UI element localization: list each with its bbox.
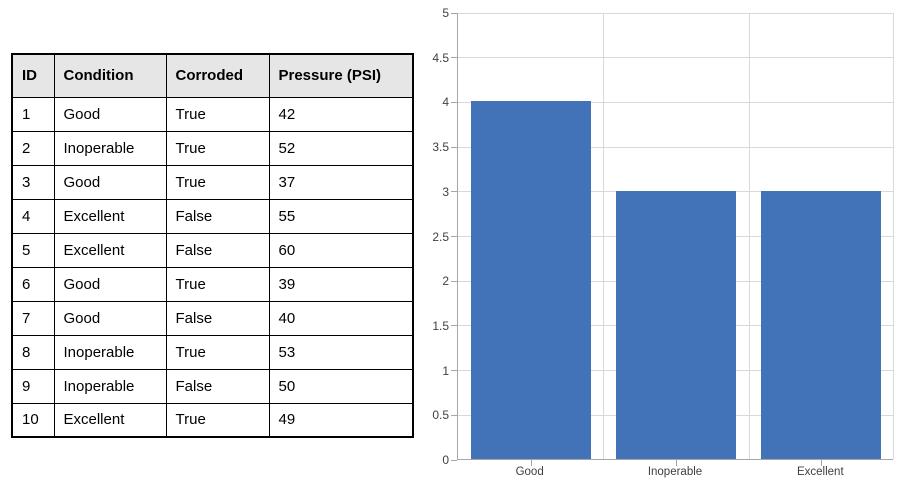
table-cell: True: [165, 402, 270, 438]
y-axis-tick: [451, 57, 457, 59]
condition-bar-chart: 0 0.5 1 1.5 2 2.5 3 3.5 4 4.5 5 Good Inoperable Excel…: [420, 0, 904, 487]
y-axis-tick-label: 2.5: [432, 229, 449, 244]
y-axis-tick-label: 0: [442, 453, 449, 467]
x-axis-category-label: Excellent: [796, 466, 844, 478]
table-cell: 3: [11, 164, 55, 200]
x-axis-category-label: Good: [515, 466, 544, 478]
y-axis-tick: [451, 414, 457, 416]
table-row: 6 Good True 39: [11, 266, 414, 302]
y-axis-tick: [451, 325, 457, 327]
table-cell: True: [165, 334, 270, 370]
y-axis-tick-label: 1: [442, 363, 449, 378]
chart-bar: [761, 190, 882, 459]
table-cell: Good: [53, 300, 167, 336]
table-cell: True: [165, 130, 270, 166]
table-body: 1 Good True 42 2 Inoperable True 52 3 Good True 37 4…: [11, 96, 414, 438]
table-cell: 10: [11, 402, 55, 438]
table-row: 8 Inoperable True 53: [11, 334, 414, 370]
table-cell: Excellent: [53, 232, 167, 268]
table-cell: 1: [11, 96, 55, 132]
column-header-pressure: Pressure (PSI): [268, 53, 414, 98]
table-cell: 53: [268, 334, 414, 370]
table-cell: 50: [268, 368, 414, 404]
table-cell: 9: [11, 368, 55, 404]
table-cell: True: [165, 164, 270, 200]
y-axis-tick: [451, 191, 457, 193]
table-cell: 2: [11, 130, 55, 166]
table-row: 5 Excellent False 60: [11, 232, 414, 268]
x-axis-tick: [821, 460, 823, 466]
table-cell: False: [165, 232, 270, 268]
x-axis-category-label: Inoperable: [647, 466, 703, 478]
table-row: 1 Good True 42: [11, 96, 414, 132]
y-axis-tick-label: 3.5: [432, 140, 449, 155]
column-header-id: ID: [11, 53, 55, 98]
table-cell: 37: [268, 164, 414, 200]
table-cell: 60: [268, 232, 414, 268]
table-cell: Inoperable: [53, 368, 167, 404]
y-axis-tick: [451, 101, 457, 103]
horizontal-gridline: [458, 146, 893, 148]
table-row: 4 Excellent False 55: [11, 198, 414, 234]
column-header-condition: Condition: [53, 53, 167, 98]
table-cell: 8: [11, 334, 55, 370]
table-cell: False: [165, 368, 270, 404]
y-axis-tick: [451, 280, 457, 282]
y-axis-tick: [451, 12, 457, 14]
table-header-row: ID Condition Corroded Pressure (PSI): [11, 53, 414, 98]
table-cell: 42: [268, 96, 414, 132]
table-cell: 49: [268, 402, 414, 438]
y-axis-tick-label: 2: [442, 274, 449, 289]
table-cell: 55: [268, 198, 414, 234]
column-header-corroded: Corroded: [165, 53, 270, 98]
horizontal-gridline: [458, 101, 893, 103]
y-axis-tick: [451, 370, 457, 372]
chart-plot-area: [451, 12, 894, 466]
chart-bar: [616, 190, 736, 459]
table-cell: Excellent: [53, 198, 167, 234]
table-cell: Excellent: [53, 402, 167, 438]
table-cell: 40: [268, 300, 414, 336]
y-axis-tick-label: 4.5: [432, 50, 449, 65]
y-axis-tick-label: 0.5: [432, 408, 449, 423]
y-axis-tick-label: 5: [442, 6, 449, 20]
table-row: 7 Good False 40: [11, 300, 414, 336]
table-cell: Inoperable: [53, 334, 167, 370]
vertical-gridline: [603, 13, 605, 459]
y-axis-tick-label: 1.5: [432, 318, 449, 333]
table-row: 9 Inoperable False 50: [11, 368, 414, 404]
inspection-data-table: ID Condition Corroded Pressure (PSI) 1 Go…: [11, 53, 414, 438]
table-cell: 52: [268, 130, 414, 166]
table-cell: 6: [11, 266, 55, 302]
y-axis-tick: [451, 459, 457, 461]
table-cell: Inoperable: [53, 130, 167, 166]
table-cell: True: [165, 266, 270, 302]
y-axis-tick-label: 4: [442, 95, 449, 110]
table-cell: 39: [268, 266, 414, 302]
table-cell: 7: [11, 300, 55, 336]
y-axis-tick-label: 3: [442, 184, 449, 199]
horizontal-gridline: [458, 12, 893, 14]
table-row: 10 Excellent True 49: [11, 402, 414, 438]
vertical-gridline: [893, 13, 894, 459]
table-cell: Good: [53, 164, 167, 200]
table-row: 2 Inoperable True 52: [11, 130, 414, 166]
chart-bar: [470, 101, 591, 459]
x-axis-tick: [676, 460, 677, 466]
horizontal-gridline: [458, 57, 893, 59]
table-cell: 4: [11, 198, 55, 234]
table-cell: Good: [53, 266, 167, 302]
y-axis-tick: [451, 236, 457, 237]
table-cell: False: [165, 300, 270, 336]
table-cell: True: [165, 96, 270, 132]
table-header: ID Condition Corroded Pressure (PSI): [11, 53, 414, 98]
y-axis-tick: [451, 146, 457, 148]
vertical-gridline: [748, 13, 750, 459]
table-cell: 5: [11, 232, 55, 268]
table-cell: False: [165, 198, 270, 234]
x-axis-tick: [530, 460, 532, 466]
table-row: 3 Good True 37: [11, 164, 414, 200]
table-cell: Good: [53, 96, 167, 132]
